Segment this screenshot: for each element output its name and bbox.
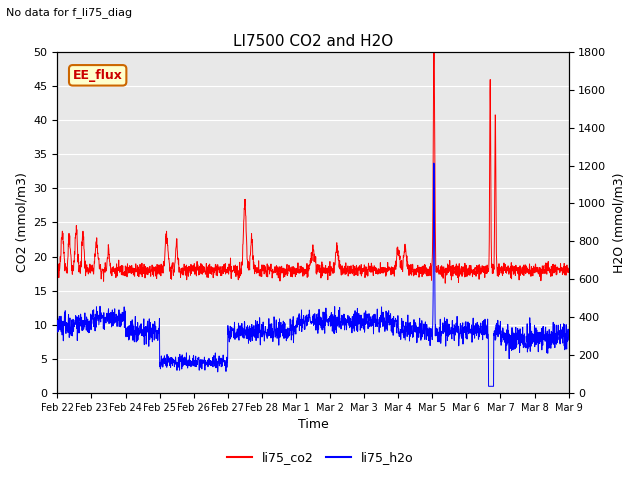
Y-axis label: CO2 (mmol/m3): CO2 (mmol/m3) [15,172,28,272]
Legend: li75_co2, li75_h2o: li75_co2, li75_h2o [221,446,419,469]
Text: EE_flux: EE_flux [73,69,123,82]
Text: No data for f_li75_diag: No data for f_li75_diag [6,7,132,18]
Title: LI7500 CO2 and H2O: LI7500 CO2 and H2O [233,34,393,49]
Y-axis label: H2O (mmol/m3): H2O (mmol/m3) [612,172,625,273]
X-axis label: Time: Time [298,419,328,432]
